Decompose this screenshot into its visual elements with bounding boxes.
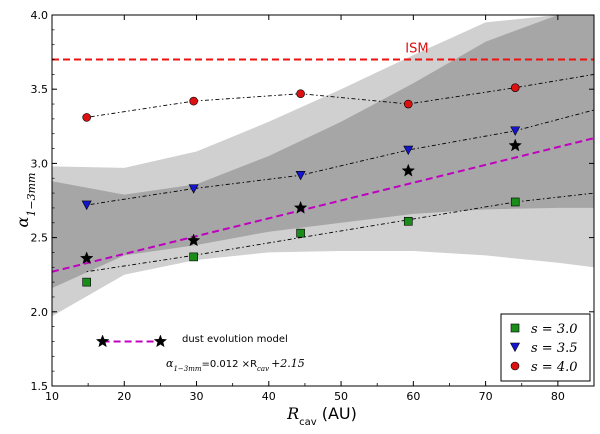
ism-reference: ISM <box>52 42 594 61</box>
y-tick-label-1: 2.0 <box>31 306 49 319</box>
legend-marker-1 <box>510 342 520 353</box>
x-tick-label-5: 60 <box>406 390 420 403</box>
point-square-0 <box>82 277 91 287</box>
y-tick-label-3: 3.0 <box>31 157 49 170</box>
point-star-4 <box>508 138 522 152</box>
legend-label-1: s = 3.5 <box>531 341 578 356</box>
legend-label-2: s = 4.0 <box>531 360 578 375</box>
fit-line-path <box>51 137 595 273</box>
x-tick-label-7: 80 <box>551 390 565 403</box>
point-square-2 <box>296 228 305 238</box>
formula-mid-sub: cav <box>257 365 269 373</box>
ism-label: ISM <box>405 42 428 57</box>
formula-rhs: +2.15 <box>271 357 305 370</box>
x-tick-label-0: 10 <box>45 390 59 403</box>
point-circle-4 <box>510 83 520 93</box>
point-square-3 <box>403 216 413 226</box>
point-triangle-down-4 <box>510 126 521 136</box>
formula-lhs-sub: 1−3mm <box>173 365 201 373</box>
axes: 10 20 30 40 50 60 70 80 1.5 2.0 2.5 3.0 3.5 4.0 Rcav (A… <box>13 9 595 428</box>
x-tick-label-1: 20 <box>117 390 131 403</box>
annotation-formula: α1−3mm=0.012 ×Rcav +2.15 <box>166 357 305 373</box>
x-tick-label-6: 70 <box>479 390 493 403</box>
y-tick-label-4: 3.5 <box>31 83 49 96</box>
point-triangle-down-0 <box>81 200 92 211</box>
y-axis-symbol: α <box>13 216 32 227</box>
point-square-4 <box>510 197 520 207</box>
uncertainty-bands <box>52 15 594 317</box>
x-tick-label-3: 40 <box>262 390 276 403</box>
point-star-3 <box>401 163 416 177</box>
data-points <box>79 83 522 287</box>
y-tick-label-2: 2.5 <box>31 232 49 245</box>
y-axis-title: α1−3mm <box>13 173 38 228</box>
point-square-1 <box>189 252 198 262</box>
trend-line-0 <box>86 192 595 273</box>
point-star-2 <box>293 200 308 214</box>
x-axis-title: Rcav (AU) <box>286 404 357 428</box>
trend-line-2 <box>86 73 595 118</box>
point-circle-3 <box>403 99 413 109</box>
x-axis-subscript: cav <box>299 417 317 428</box>
point-triangle-down-3 <box>403 145 414 156</box>
point-triangle-down-2 <box>295 170 306 181</box>
point-circle-0 <box>82 113 91 122</box>
y-tick-label-5: 4.0 <box>31 9 49 22</box>
y-axis-subscript: 1−3mm <box>25 173 38 217</box>
annotation-star-left <box>95 334 110 348</box>
x-axis-unit: (AU) <box>322 404 357 423</box>
point-circle-1 <box>189 96 198 106</box>
annotation: dust evolution model α1−3mm=0.012 ×Rcav +2… <box>95 334 305 373</box>
legend: s = 3.0 s = 3.5 s = 4.0 <box>500 313 591 382</box>
band-1 <box>52 15 594 289</box>
x-tick-label-2: 30 <box>190 390 204 403</box>
formula-mid: =0.012 ×R <box>202 359 258 370</box>
annotation-model-label: dust evolution model <box>182 334 288 345</box>
legend-marker-2 <box>510 361 520 371</box>
legend-label-0: s = 3.0 <box>531 322 578 337</box>
legend-marker-0 <box>510 323 520 333</box>
plot-frame <box>51 14 595 387</box>
fit-line <box>51 137 595 273</box>
x-axis-symbol: R <box>286 404 299 423</box>
point-circle-2 <box>296 89 305 98</box>
trend-line-1 <box>86 109 595 206</box>
trend-lines <box>86 73 595 273</box>
point-star-0 <box>79 251 94 265</box>
annotation-star-right <box>153 334 168 348</box>
point-star-1 <box>186 233 201 247</box>
x-tick-label-4: 50 <box>334 390 348 403</box>
y-axis-title-group: α1−3mm <box>13 173 38 228</box>
point-triangle-down-1 <box>188 184 199 194</box>
y-tick-label-0: 1.5 <box>31 380 49 393</box>
formula-lhs: α <box>166 357 174 370</box>
